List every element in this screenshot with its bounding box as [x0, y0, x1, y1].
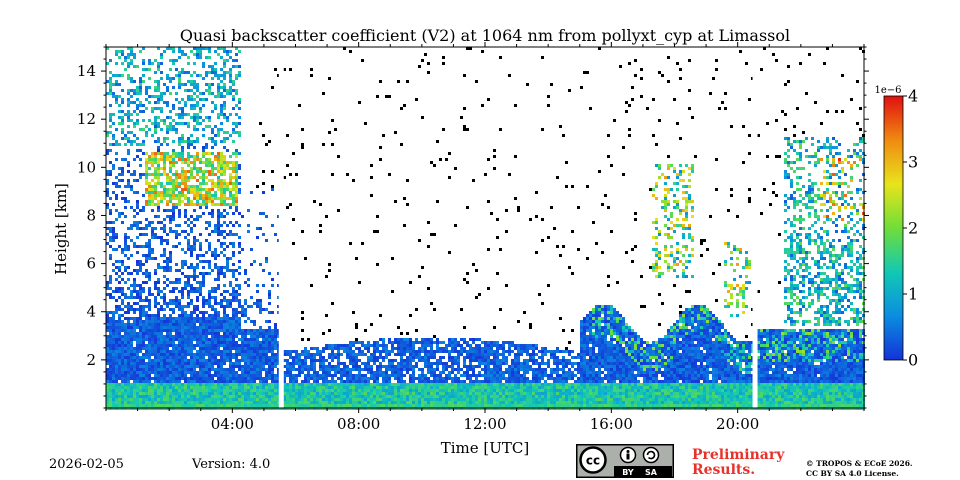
plot-area	[105, 46, 865, 410]
colorbar-tick-label: 1	[908, 285, 918, 304]
sa-text: SA	[645, 468, 658, 477]
by-person-head	[626, 450, 630, 453]
data-gaps	[278, 47, 758, 408]
date-label: 2026-02-05	[49, 457, 124, 472]
x-axis: 04:00 08:00 12:00 16:00 20:00	[105, 42, 865, 433]
by-text: BY	[622, 468, 634, 477]
copyright-line-1: © TROPOS & ECoE 2026.	[806, 459, 913, 468]
x-axis-label: Time [UTC]	[441, 439, 530, 457]
x-tick-label: 16:00	[590, 415, 633, 433]
colorbar-scale-label: 1e−6	[874, 85, 901, 96]
cc-license-badge[interactable]: cc BY SA	[576, 444, 674, 478]
backscatter-heatmap	[106, 47, 865, 410]
x-tick-label: 08:00	[337, 415, 380, 433]
y-tick-label: 8	[86, 206, 96, 224]
sa-share-arrow	[646, 450, 656, 460]
cc-icon-text: cc	[586, 454, 600, 468]
y-tick-label: 14	[77, 62, 96, 80]
x-tick-label: 12:00	[463, 415, 506, 433]
copyright-line-2: CC BY SA 4.0 License.	[806, 469, 899, 478]
y-tick-label: 12	[77, 110, 96, 128]
colorbar-ticks: 0 1 2 3 4	[903, 87, 918, 370]
colorbar-tick-label: 3	[908, 153, 918, 172]
colorbar: 0 1 2 3 4 1e−6	[874, 85, 918, 370]
y-axis-label: Height [km]	[52, 183, 70, 275]
x-tick-label: 20:00	[716, 415, 759, 433]
y-tick-label: 10	[77, 158, 96, 176]
by-person-body	[626, 453, 630, 460]
y-tick-label: 4	[86, 303, 96, 321]
chart-title: Quasi backscatter coefficient (V2) at 10…	[180, 26, 790, 45]
preliminary-line-1: Preliminary	[692, 447, 785, 463]
copyright-note: © TROPOS & ECoE 2026. CC BY SA 4.0 Licen…	[806, 459, 913, 479]
colorbar-gradient	[883, 95, 904, 361]
data-gap	[752, 47, 758, 408]
preliminary-results-note: Preliminary Results.	[692, 448, 784, 478]
x-tick-label: 04:00	[211, 415, 254, 433]
sa-share-icon	[642, 446, 660, 464]
colorbar-tick-label: 2	[908, 219, 918, 238]
y-tick-label: 6	[86, 255, 96, 273]
data-gap	[278, 47, 284, 408]
colorbar-tick-label: 4	[908, 87, 918, 106]
preliminary-line-2: Results.	[692, 462, 756, 478]
y-tick-label: 2	[86, 351, 96, 369]
version-label: Version: 4.0	[192, 457, 271, 472]
colorbar-tick-label: 0	[908, 351, 918, 370]
cc-icon	[579, 446, 607, 474]
y-axis: 2 4 6 8 10 12 14	[77, 46, 869, 409]
